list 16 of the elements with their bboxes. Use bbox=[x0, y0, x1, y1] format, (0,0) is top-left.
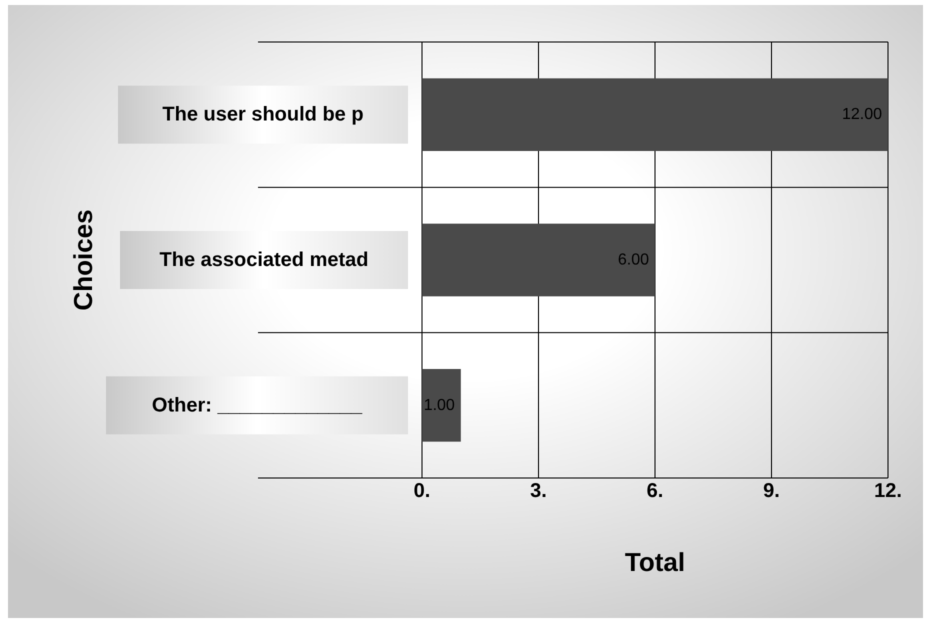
data-label: 1.00 bbox=[424, 396, 455, 414]
data-label: 6.00 bbox=[618, 252, 650, 268]
bar bbox=[422, 224, 655, 296]
x-tick-label: 0. bbox=[414, 480, 430, 502]
bar bbox=[422, 369, 461, 442]
y-tick-label: The associated metad bbox=[160, 249, 368, 271]
x-tick-label: 12. bbox=[874, 480, 902, 502]
bar bbox=[422, 78, 888, 151]
y-tick-label: Other: _____________ bbox=[152, 394, 363, 416]
x-tick-label: 9. bbox=[763, 480, 780, 502]
x-tick-label: 6. bbox=[646, 480, 664, 502]
x-axis-title: Total bbox=[624, 547, 686, 577]
x-tick-label: 3. bbox=[530, 480, 547, 502]
data-label: 12.00 bbox=[842, 106, 882, 124]
y-axis-title: Choices bbox=[68, 209, 98, 311]
y-tick-label: The user should be p bbox=[162, 104, 364, 126]
